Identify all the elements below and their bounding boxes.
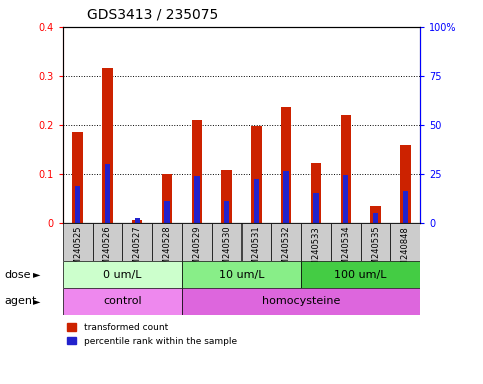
Bar <box>361 223 390 261</box>
Bar <box>182 288 420 315</box>
Bar <box>135 218 140 223</box>
Bar <box>370 205 381 223</box>
Text: GSM240534: GSM240534 <box>341 226 350 276</box>
Bar <box>182 223 212 261</box>
Bar <box>331 223 361 261</box>
Text: ►: ► <box>32 270 40 280</box>
Bar <box>75 186 80 223</box>
Bar <box>93 223 122 261</box>
Bar <box>132 220 142 223</box>
Text: agent: agent <box>5 296 37 306</box>
Bar <box>301 261 420 288</box>
Text: homocysteine: homocysteine <box>262 296 340 306</box>
Text: dose: dose <box>5 270 31 280</box>
Bar <box>164 201 170 223</box>
Text: GSM240528: GSM240528 <box>163 226 171 276</box>
Bar <box>390 223 420 261</box>
Text: GSM240532: GSM240532 <box>282 226 291 276</box>
Text: GSM240535: GSM240535 <box>371 226 380 276</box>
Text: GSM240525: GSM240525 <box>73 226 82 276</box>
Bar <box>301 223 331 261</box>
Bar <box>63 288 182 315</box>
Bar <box>313 194 319 223</box>
Bar <box>254 179 259 223</box>
Text: GSM240533: GSM240533 <box>312 226 320 276</box>
Bar <box>224 201 229 223</box>
Text: GSM240530: GSM240530 <box>222 226 231 276</box>
Bar <box>212 223 242 261</box>
Bar <box>284 171 289 223</box>
Bar <box>403 191 408 223</box>
Text: GSM240526: GSM240526 <box>103 226 112 276</box>
Bar <box>373 213 378 223</box>
Bar <box>63 261 182 288</box>
Bar <box>311 163 321 223</box>
Text: control: control <box>103 296 142 306</box>
Bar <box>182 261 301 288</box>
Text: 100 um/L: 100 um/L <box>334 270 387 280</box>
Bar <box>102 68 113 223</box>
Bar <box>72 132 83 223</box>
Text: 10 um/L: 10 um/L <box>219 270 264 280</box>
Bar <box>400 146 411 223</box>
Legend: transformed count, percentile rank within the sample: transformed count, percentile rank withi… <box>67 323 237 346</box>
Bar <box>242 223 271 261</box>
Text: ►: ► <box>32 296 40 306</box>
Text: GSM240531: GSM240531 <box>252 226 261 276</box>
Bar <box>192 120 202 223</box>
Bar <box>343 175 348 223</box>
Bar <box>341 115 351 223</box>
Text: GSM240848: GSM240848 <box>401 226 410 276</box>
Text: GSM240529: GSM240529 <box>192 226 201 276</box>
Bar <box>251 126 262 223</box>
Text: 0 um/L: 0 um/L <box>103 270 142 280</box>
Bar <box>281 107 291 223</box>
Bar <box>152 223 182 261</box>
Text: GDS3413 / 235075: GDS3413 / 235075 <box>87 7 218 21</box>
Bar <box>221 170 232 223</box>
Text: GSM240527: GSM240527 <box>133 226 142 276</box>
Bar <box>194 176 199 223</box>
Bar <box>271 223 301 261</box>
Bar <box>122 223 152 261</box>
Bar <box>105 164 110 223</box>
Bar <box>63 223 93 261</box>
Bar <box>162 174 172 223</box>
